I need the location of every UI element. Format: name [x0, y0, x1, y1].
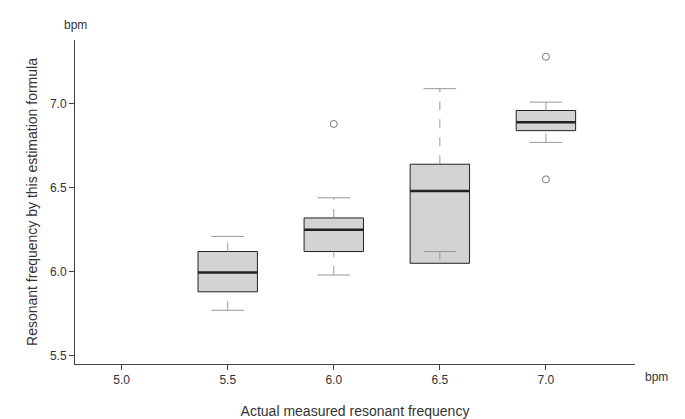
svg-text:7.0: 7.0	[538, 373, 555, 387]
svg-text:7.0: 7.0	[50, 97, 67, 111]
svg-text:Resonant frequency by this est: Resonant frequency by this estimation fo…	[24, 58, 40, 346]
svg-text:bpm: bpm	[64, 18, 87, 32]
svg-text:Actual measured resonant frequ: Actual measured resonant frequency	[241, 403, 470, 419]
svg-text:5.5: 5.5	[50, 349, 67, 363]
svg-text:5.5: 5.5	[219, 373, 236, 387]
svg-text:5.0: 5.0	[113, 373, 130, 387]
svg-text:6.5: 6.5	[432, 373, 449, 387]
svg-text:6.5: 6.5	[50, 181, 67, 195]
svg-text:6.0: 6.0	[325, 373, 342, 387]
svg-text:bpm: bpm	[645, 370, 668, 384]
svg-text:6.0: 6.0	[50, 265, 67, 279]
